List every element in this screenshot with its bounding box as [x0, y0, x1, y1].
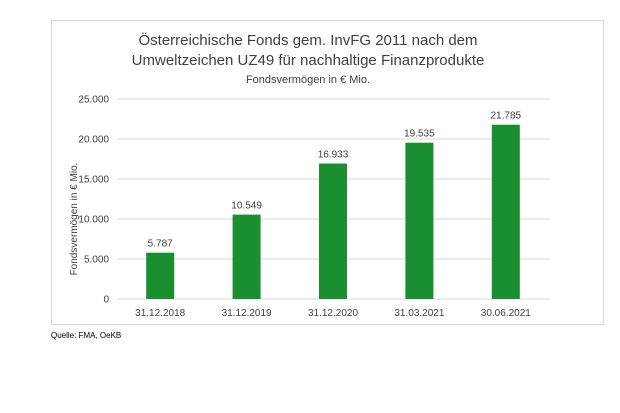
chart-container: Österreichische Fonds gem. InvFG 2011 na… [51, 20, 604, 325]
x-tick-label: 30.06.2021 [481, 308, 531, 319]
y-tick-label: 10.000 [78, 215, 109, 226]
x-tick-label: 31.12.2018 [135, 308, 185, 319]
data-labels: 5.787 10.549 16.933 19.535 21.785 [148, 111, 522, 250]
chart-title-line-2: Umweltzeichen UZ49 für nachhaltige Finan… [132, 52, 485, 69]
data-label: 5.787 [148, 239, 173, 250]
y-tick-label: 25.000 [78, 95, 109, 106]
y-tick-label: 0 [103, 295, 109, 306]
data-label: 16.933 [318, 150, 349, 161]
y-axis-label: Fondsvermögen in € Mio. [69, 163, 80, 276]
data-label: 19.535 [404, 129, 435, 140]
y-tick-label: 20.000 [78, 135, 109, 146]
y-axis-ticks: 0 5.000 10.000 15.000 20.000 25.000 [78, 95, 109, 306]
chart-title-line-1: Österreichische Fonds gem. InvFG 2011 na… [138, 31, 477, 49]
bar [405, 142, 434, 299]
x-axis-ticks: 31.12.2018 31.12.2019 31.12.2020 31.03.2021… [135, 308, 531, 319]
y-tick-label: 5.000 [84, 255, 109, 266]
x-tick-label: 31.12.2019 [222, 308, 272, 319]
x-tick-label: 31.03.2021 [394, 308, 444, 319]
bar [319, 163, 347, 299]
bar [232, 214, 261, 299]
bar [146, 252, 175, 299]
bar [491, 124, 520, 299]
source-note: Quelle: FMA, OeKB [51, 331, 122, 340]
x-tick-label: 31.12.2020 [308, 308, 358, 319]
bar-chart: Österreichische Fonds gem. InvFG 2011 na… [69, 31, 549, 319]
data-label: 21.785 [491, 111, 522, 122]
bars [146, 124, 520, 299]
data-label: 10.549 [231, 201, 262, 212]
chart-subtitle: Fondsvermögen in € Mio. [246, 74, 370, 86]
y-tick-label: 15.000 [78, 175, 109, 186]
